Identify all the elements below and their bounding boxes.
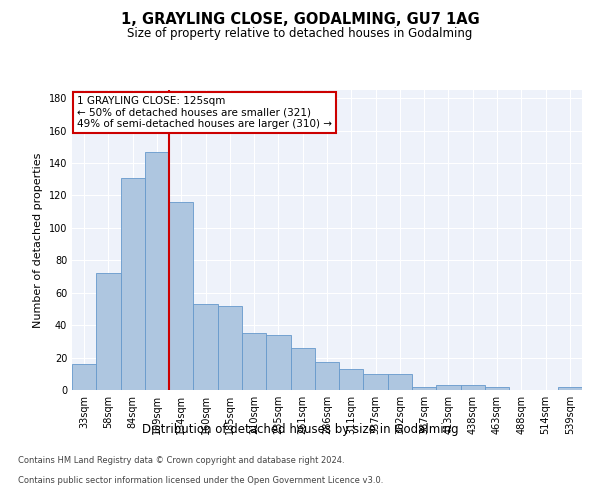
Bar — [339, 369, 364, 390]
Bar — [290, 348, 315, 390]
Bar — [461, 385, 485, 390]
Bar — [266, 335, 290, 390]
Y-axis label: Number of detached properties: Number of detached properties — [33, 152, 43, 328]
Bar — [218, 306, 242, 390]
Bar — [436, 385, 461, 390]
Text: Size of property relative to detached houses in Godalming: Size of property relative to detached ho… — [127, 28, 473, 40]
Bar — [412, 387, 436, 390]
Text: 1 GRAYLING CLOSE: 125sqm
← 50% of detached houses are smaller (321)
49% of semi-: 1 GRAYLING CLOSE: 125sqm ← 50% of detach… — [77, 96, 332, 129]
Bar — [169, 202, 193, 390]
Text: Distribution of detached houses by size in Godalming: Distribution of detached houses by size … — [142, 422, 458, 436]
Text: Contains HM Land Registry data © Crown copyright and database right 2024.: Contains HM Land Registry data © Crown c… — [18, 456, 344, 465]
Bar — [364, 374, 388, 390]
Bar — [72, 364, 96, 390]
Bar — [485, 387, 509, 390]
Bar — [242, 333, 266, 390]
Bar — [96, 273, 121, 390]
Text: 1, GRAYLING CLOSE, GODALMING, GU7 1AG: 1, GRAYLING CLOSE, GODALMING, GU7 1AG — [121, 12, 479, 28]
Text: Contains public sector information licensed under the Open Government Licence v3: Contains public sector information licen… — [18, 476, 383, 485]
Bar — [558, 387, 582, 390]
Bar — [193, 304, 218, 390]
Bar — [121, 178, 145, 390]
Bar — [315, 362, 339, 390]
Bar — [145, 152, 169, 390]
Bar — [388, 374, 412, 390]
